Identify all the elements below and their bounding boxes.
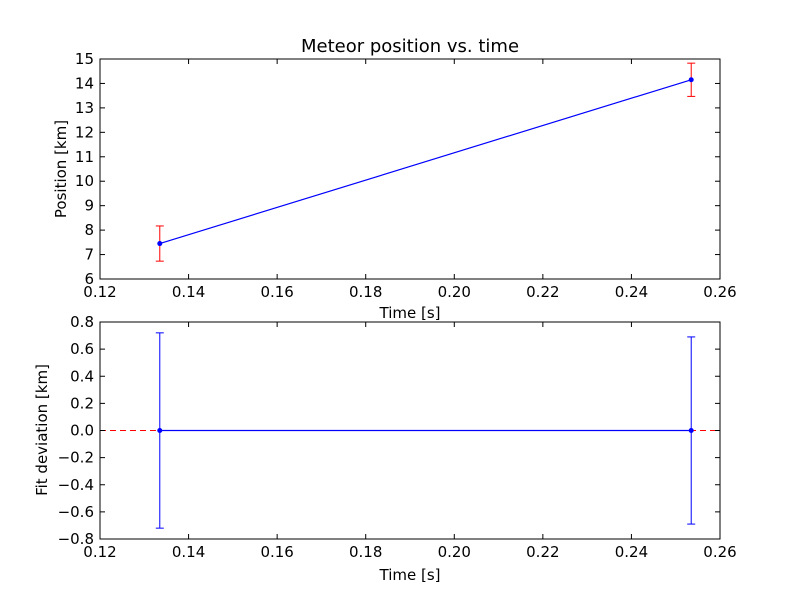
x-tick-label: 0.24	[615, 543, 648, 561]
x-tick-label: 0.26	[703, 283, 736, 301]
x-tick-label: 0.16	[260, 543, 293, 561]
panel-position: Meteor position vs. time 0.12 0.14 0.16 0.1…	[52, 36, 737, 322]
x-tick-label: 0.20	[438, 283, 471, 301]
y-tick-label: 13	[75, 99, 94, 117]
panel-fit-deviation: 0.12 0.14 0.16 0.18 0.20 0.22 0.24 0.26 −0.8 −0.6…	[33, 313, 737, 584]
series-line	[159, 79, 692, 245]
y-tick-label: 12	[75, 123, 94, 141]
y-tick-label: 9	[84, 197, 94, 215]
x-tick-label: 0.12	[83, 543, 116, 561]
x-tick-label: 0.26	[703, 543, 736, 561]
y-axis-label-fit-deviation: Fit deviation [km]	[33, 364, 51, 496]
data-point	[688, 428, 694, 433]
data-point	[688, 77, 694, 83]
y-tick-label: 0.8	[70, 313, 94, 331]
x-axis-label-position: Time [s]	[379, 304, 441, 322]
x-tick-label: 0.18	[349, 283, 382, 301]
x-tick-label: 0.12	[83, 283, 116, 301]
y-tick-label: −0.8	[58, 530, 94, 548]
axes-frame-position	[99, 58, 721, 280]
y-tick-label: 0.6	[70, 340, 94, 358]
y-tick-label: 11	[75, 148, 94, 166]
chart-title: Meteor position vs. time	[301, 36, 519, 57]
x-axis-label-fit-deviation: Time [s]	[379, 566, 441, 584]
ticks-fit-deviation: 0.12 0.14 0.16 0.18 0.20 0.22 0.24 0.26 −0.8 −0.6…	[58, 313, 737, 561]
y-tick-label: −0.4	[58, 476, 94, 494]
y-tick-label: 8	[84, 221, 94, 239]
x-tick-label: 0.22	[526, 283, 559, 301]
y-tick-label: 0.0	[70, 422, 94, 440]
plot-area-fit-deviation	[100, 332, 720, 529]
x-tick-label: 0.18	[349, 543, 382, 561]
y-tick-label: −0.6	[58, 503, 94, 521]
data-point	[157, 428, 163, 433]
y-tick-label: 6	[84, 270, 94, 288]
x-tick-label: 0.14	[172, 283, 205, 301]
y-tick-label: 10	[75, 172, 94, 190]
x-tick-label: 0.20	[438, 543, 471, 561]
x-tick-label: 0.16	[260, 283, 293, 301]
x-tick-label: 0.24	[615, 283, 648, 301]
y-tick-label: −0.2	[58, 449, 94, 467]
x-tick-label: 0.22	[526, 543, 559, 561]
data-point	[157, 241, 163, 247]
y-tick-label: 7	[84, 246, 94, 264]
y-axis-label-position: Position [km]	[52, 120, 70, 218]
y-tick-label: 0.2	[70, 394, 94, 412]
y-tick-label: 0.4	[70, 367, 94, 385]
plot-area-position	[155, 62, 696, 262]
ticks-position: 0.12 0.14 0.16 0.18 0.20 0.22 0.24 0.26 6 7 8 9 10 11…	[75, 50, 737, 301]
x-tick-label: 0.14	[172, 543, 205, 561]
y-tick-label: 14	[75, 74, 94, 92]
y-tick-label: 15	[75, 50, 94, 68]
